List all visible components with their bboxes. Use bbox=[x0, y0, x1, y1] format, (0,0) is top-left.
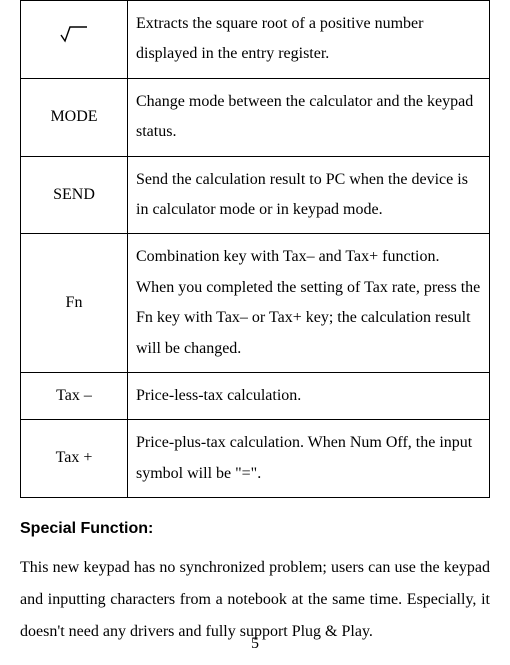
page-number: 5 bbox=[0, 635, 510, 653]
table-row: SEND Send the calculation result to PC w… bbox=[21, 156, 490, 234]
key-cell: MODE bbox=[21, 78, 128, 156]
key-cell: Fn bbox=[21, 234, 128, 373]
key-cell: Tax + bbox=[21, 420, 128, 498]
key-cell: SEND bbox=[21, 156, 128, 234]
desc-cell: Extracts the square root of a positive n… bbox=[128, 1, 490, 79]
page: Extracts the square root of a positive n… bbox=[0, 0, 510, 665]
desc-cell: Combination key with Tax– and Tax+ funct… bbox=[128, 234, 490, 373]
table-row: MODE Change mode between the calculator … bbox=[21, 78, 490, 156]
desc-cell: Price-less-tax calculation. bbox=[128, 372, 490, 419]
table-row: Tax – Price-less-tax calculation. bbox=[21, 372, 490, 419]
desc-cell: Change mode between the calculator and t… bbox=[128, 78, 490, 156]
key-cell-sqrt bbox=[21, 1, 128, 79]
key-function-table: Extracts the square root of a positive n… bbox=[20, 0, 490, 498]
table-row: Fn Combination key with Tax– and Tax+ fu… bbox=[21, 234, 490, 373]
key-cell: Tax – bbox=[21, 372, 128, 419]
table-row: Extracts the square root of a positive n… bbox=[21, 1, 490, 79]
table-row: Tax + Price-plus-tax calculation. When N… bbox=[21, 420, 490, 498]
section-heading: Special Function: bbox=[20, 520, 490, 538]
desc-cell: Send the calculation result to PC when t… bbox=[128, 156, 490, 234]
body-paragraph: This new keypad has no synchronized prob… bbox=[20, 552, 490, 648]
desc-cell: Price-plus-tax calculation. When Num Off… bbox=[128, 420, 490, 498]
sqrt-icon bbox=[60, 24, 88, 54]
